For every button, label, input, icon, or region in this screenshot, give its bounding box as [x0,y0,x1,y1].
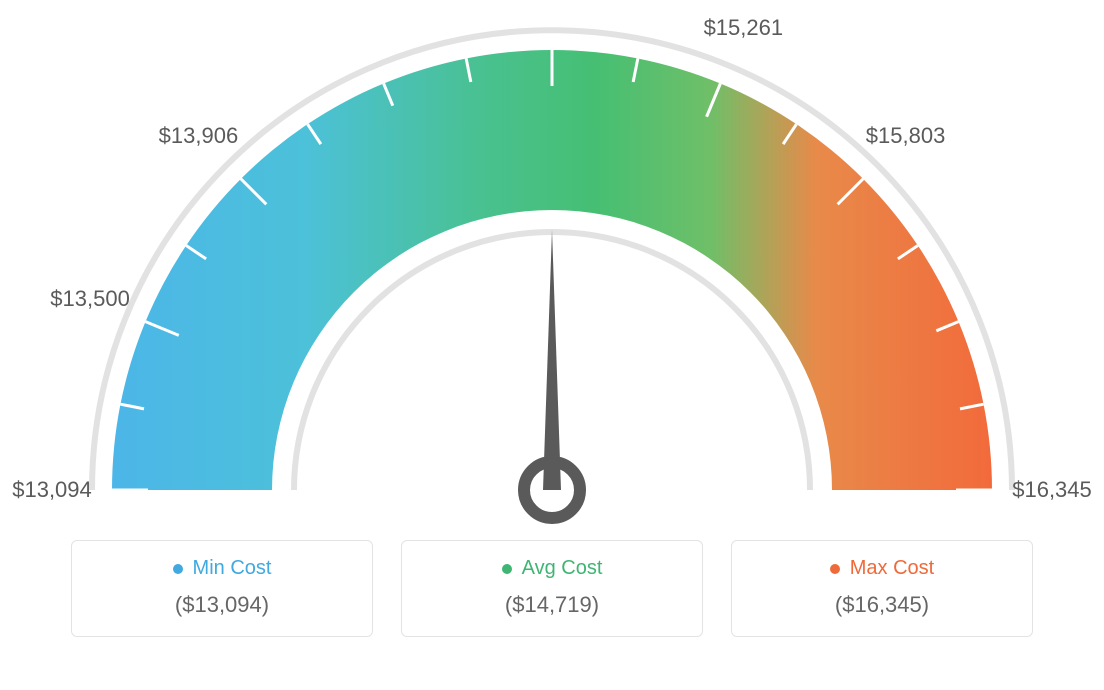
gauge-chart: $13,094 $13,500 $13,906 $14,719 $15,261 $15,8… [0,0,1104,540]
legend-title: Avg Cost [502,557,603,580]
gauge-tick-label: $13,500 [50,286,130,312]
legend-label: Avg Cost [522,557,603,580]
gauge-tick-label: $15,261 [704,15,784,41]
gauge-tick-label: $15,803 [866,123,946,149]
legend-dot-icon [502,564,512,574]
legend-title: Min Cost [173,557,272,580]
gauge-tick-label: $14,719 [512,0,592,3]
legend-dot-icon [830,564,840,574]
legend-title: Max Cost [830,557,934,580]
legend-label: Min Cost [193,557,272,580]
gauge-tick-label: $13,906 [159,123,239,149]
legend-label: Max Cost [850,557,934,580]
legend-dot-icon [173,564,183,574]
gauge-svg [0,0,1104,540]
gauge-tick-label: $16,345 [1012,477,1092,503]
legend-card: Avg Cost ($14,719) [401,540,703,637]
legend-value: ($16,345) [732,592,1032,618]
gauge-tick-label: $13,094 [12,477,92,503]
legend-card: Max Cost ($16,345) [731,540,1033,637]
legend-card: Min Cost ($13,094) [71,540,373,637]
gauge-needle [543,230,561,490]
legend-value: ($13,094) [72,592,372,618]
legend-value: ($14,719) [402,592,702,618]
legend-row: Min Cost ($13,094) Avg Cost ($14,719) Max Co… [0,540,1104,637]
